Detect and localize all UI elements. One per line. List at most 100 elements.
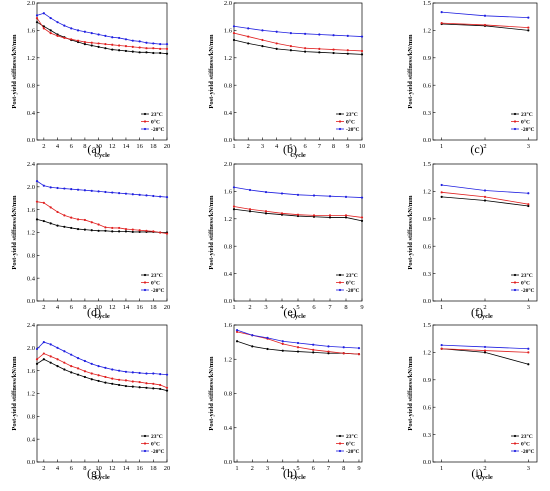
legend-entry: 0°C: [521, 441, 530, 448]
legend-entry: 0°C: [151, 441, 160, 448]
data-point: [49, 16, 52, 20]
data-point: [296, 346, 300, 349]
series-line-1: [36, 17, 167, 50]
x-tick-label: 6: [303, 143, 307, 150]
y-tick-label: 0.0: [423, 459, 431, 466]
data-point: [124, 370, 128, 373]
x-axis-title: Cycle: [290, 152, 306, 159]
data-point: [360, 196, 364, 199]
y-tick-label: 1.6: [224, 322, 233, 329]
y-tick-label: 1.2: [224, 356, 232, 363]
data-point: [97, 190, 100, 193]
y-tick-label: 1.5: [423, 0, 431, 7]
legend-swatch-marker: [338, 434, 342, 438]
data-point: [360, 35, 364, 38]
legend-entry: 23°C: [151, 272, 163, 279]
data-point: [70, 38, 73, 41]
legend-entry: -20°C: [346, 448, 360, 455]
y-tick-label: 0.4: [224, 271, 233, 278]
data-point: [327, 350, 330, 353]
data-point: [152, 387, 155, 390]
data-point: [83, 189, 86, 192]
legend-entry: 23°C: [521, 272, 533, 279]
y-axis-title: Post-yield stiffness/kN/mm: [208, 34, 215, 109]
x-tick-label: 10: [359, 143, 366, 150]
y-tick-label: 0.8: [27, 414, 35, 421]
legend-swatch-marker: [143, 112, 147, 116]
data-point: [266, 347, 269, 351]
legend-swatch-marker: [143, 449, 147, 453]
data-point: [342, 346, 345, 349]
data-point: [527, 16, 530, 19]
data-point: [111, 43, 114, 46]
y-tick-label: 2.0: [27, 184, 35, 191]
data-point: [131, 230, 134, 234]
data-point: [76, 227, 80, 231]
data-point: [235, 329, 239, 332]
data-point: [131, 371, 134, 374]
y-axis-title: Post-yield stiffness/kN/mm: [208, 356, 215, 431]
data-point: [118, 44, 121, 47]
data-point: [247, 42, 250, 45]
legend-entry: -20°C: [346, 287, 360, 294]
data-point: [440, 183, 443, 187]
data-point: [152, 230, 155, 233]
data-point: [266, 336, 269, 339]
data-point: [138, 230, 141, 234]
data-point: [90, 372, 93, 375]
legend-swatch-marker: [143, 281, 147, 284]
data-point: [304, 47, 307, 50]
data-point: [118, 378, 121, 381]
data-point: [83, 30, 86, 33]
data-point: [97, 45, 100, 48]
legend-swatch-marker: [513, 127, 517, 131]
legend-swatch-marker: [143, 120, 147, 123]
x-axis-title: Cycle: [290, 313, 306, 320]
data-point: [42, 219, 45, 223]
y-tick-label: 0.8: [27, 82, 35, 89]
data-point: [56, 365, 59, 368]
data-point: [70, 353, 73, 356]
legend-entry: 0°C: [521, 119, 530, 126]
legend-swatch-marker: [513, 288, 517, 292]
y-tick-label: 0.8: [224, 82, 232, 89]
plot-frame: [36, 163, 168, 302]
data-point: [118, 226, 121, 230]
x-tick-label: 2: [483, 465, 486, 472]
data-point: [232, 205, 236, 208]
y-tick-label: 1.5: [423, 161, 431, 168]
chart-panel-e: 0.0 0.4 0.8 1.2 1.6 2.0 1 2 3 4 5 6 7 8 9 Cycle Post-yie…: [208, 161, 364, 320]
series-line-2: [233, 25, 363, 37]
x-tick-label: 16: [136, 143, 143, 150]
data-point: [527, 351, 530, 354]
x-tick-label: 6: [70, 143, 74, 150]
x-tick-label: 8: [83, 143, 86, 150]
data-point: [346, 52, 349, 55]
chart-panel-b: 0.0 0.4 0.8 1.2 1.6 2.0 1 2 3 4 5 6 7 8 9 10 Cycle Post-y…: [208, 0, 365, 159]
x-tick-label: 2: [251, 465, 254, 472]
y-axis-title: Post-yield stiffness/kN/mm: [11, 34, 18, 109]
legend-entry: 0°C: [151, 119, 160, 126]
data-point: [440, 343, 443, 347]
data-point: [165, 373, 169, 376]
legend-entry: -20°C: [346, 126, 360, 133]
legend-entry: -20°C: [521, 448, 535, 455]
data-point: [235, 340, 239, 343]
data-point: [83, 375, 86, 379]
data-point: [104, 226, 107, 229]
data-point: [56, 358, 59, 361]
y-tick-label: 1.2: [423, 189, 431, 196]
data-point: [104, 375, 107, 379]
legend-entry: 0°C: [151, 280, 160, 287]
data-point: [111, 377, 114, 380]
data-point: [63, 36, 66, 40]
x-tick-label: 9: [357, 465, 360, 472]
y-tick-label: 1.2: [27, 391, 35, 398]
y-tick-label: 0.8: [27, 253, 35, 260]
data-point: [63, 214, 66, 217]
y-axis-title: Post-yield stiffness/kN/mm: [407, 356, 414, 431]
x-tick-label: 9: [360, 304, 363, 311]
data-point: [124, 384, 128, 388]
data-point: [248, 210, 252, 213]
